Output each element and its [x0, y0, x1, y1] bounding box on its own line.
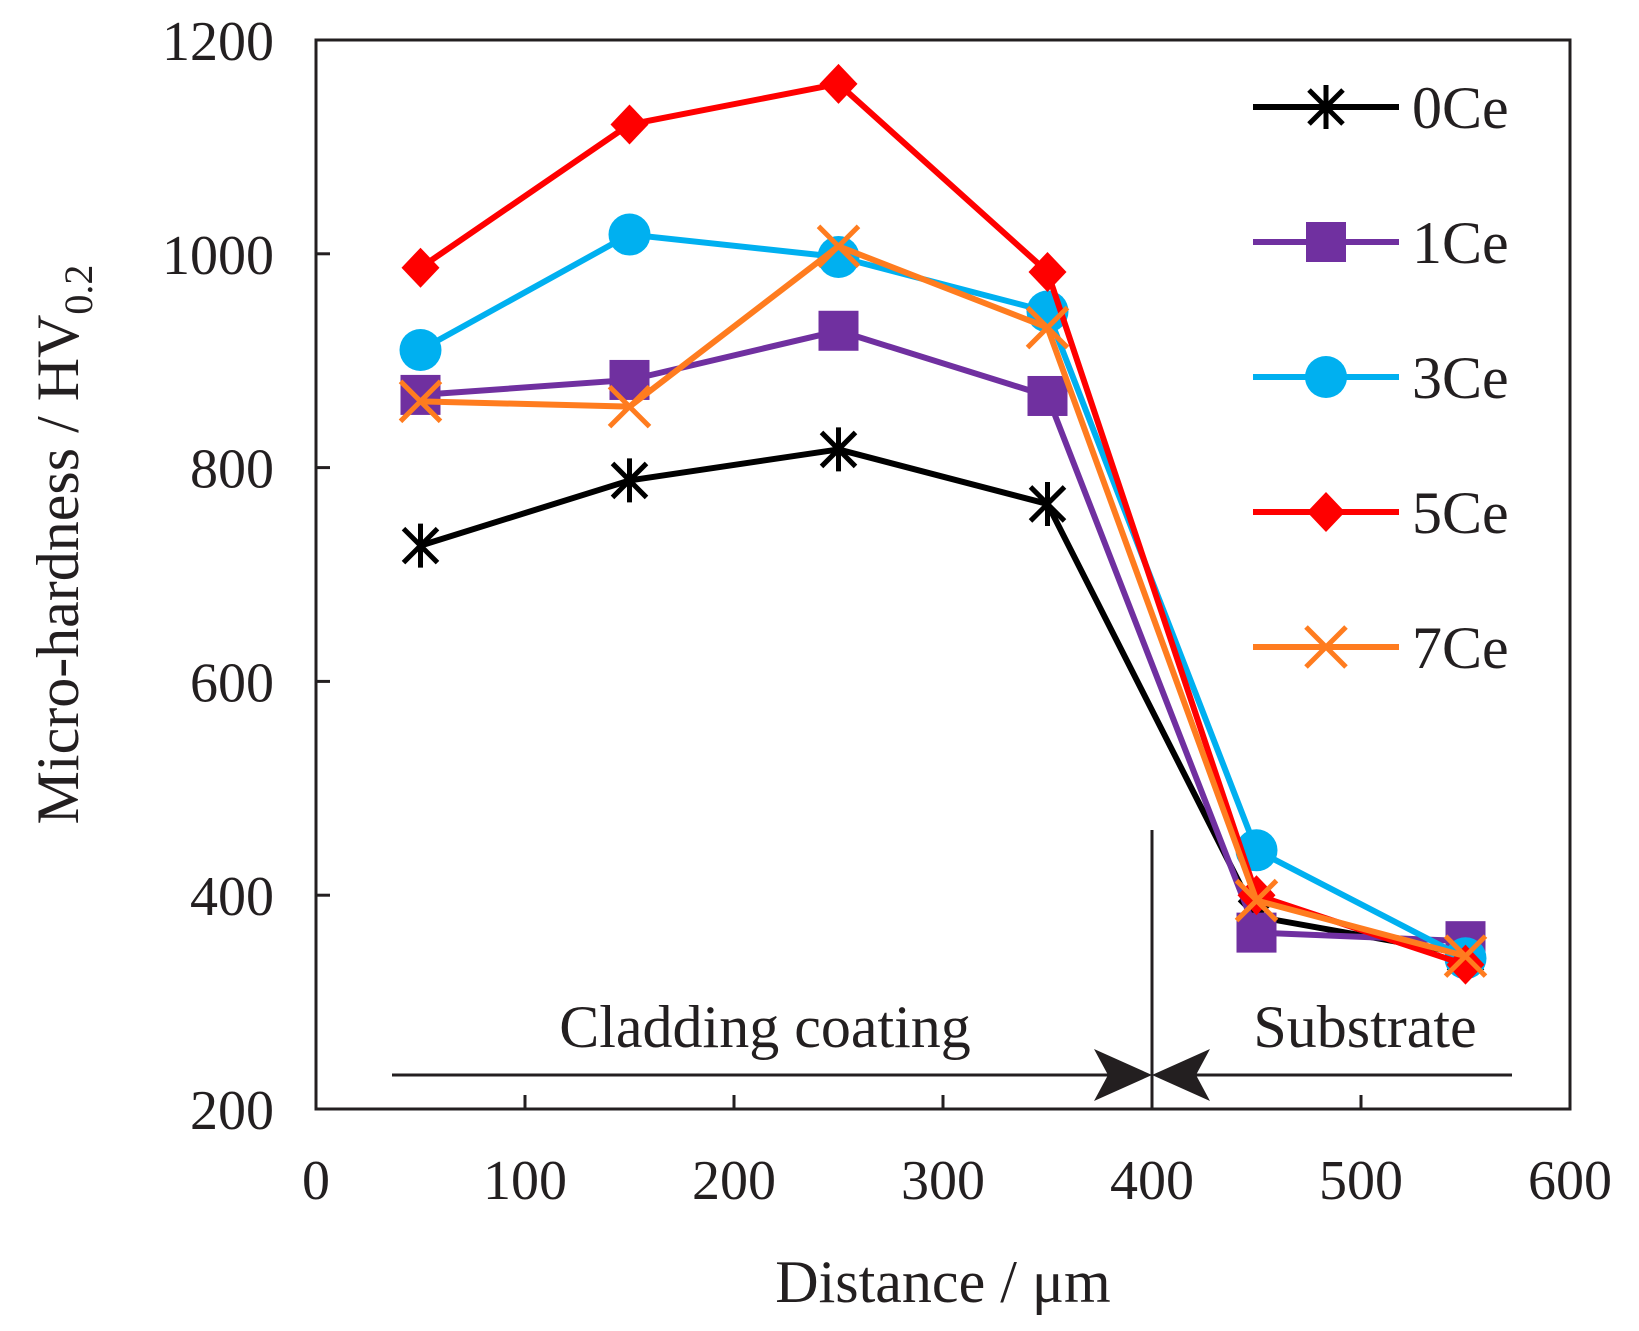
data-point	[1025, 305, 1070, 350]
legend-marker	[1307, 85, 1345, 129]
data-point	[817, 236, 860, 279]
data-point	[816, 224, 861, 269]
legend-marker	[1307, 492, 1345, 532]
x-tick-label: 100	[483, 1150, 567, 1212]
legend-item-1Ce: 1Ce	[1253, 210, 1509, 276]
x-tick-label: 400	[1110, 1150, 1194, 1212]
series-line	[419, 446, 1467, 957]
legend-marker	[1306, 222, 1346, 262]
data-point	[401, 523, 440, 568]
region-annotation: Cladding coating Substrate	[392, 830, 1512, 1101]
data-point	[610, 458, 649, 503]
coating-region-label: Cladding coating	[559, 994, 971, 1060]
data-point	[1236, 912, 1277, 953]
series-line	[420, 327, 1466, 945]
x-axis-title: Distance / μm	[775, 1249, 1110, 1315]
data-point	[1234, 878, 1279, 923]
data-point	[1443, 934, 1488, 978]
data-point	[400, 374, 441, 415]
x-tick-label: 600	[1528, 1150, 1612, 1212]
legend-label: 3Ce	[1412, 345, 1509, 411]
arrow-right-icon	[1094, 1049, 1152, 1101]
legend-item-5Ce: 5Ce	[1253, 480, 1509, 546]
y-axis-title: Micro-hardness / HV0.2	[25, 265, 101, 825]
data-point	[1027, 375, 1068, 416]
x-tick-label: 500	[1319, 1150, 1403, 1212]
legend-label: 5Ce	[1412, 480, 1509, 546]
arrow-left-icon	[1152, 1049, 1210, 1101]
y-tick-label: 1000	[162, 225, 274, 287]
data-point	[607, 384, 652, 429]
legend-item-0Ce: 0Ce	[1253, 75, 1509, 141]
data-point	[1028, 481, 1067, 526]
x-tick-label: 200	[692, 1150, 776, 1212]
x-tick-label: 0	[302, 1150, 330, 1212]
y-tick-label: 1200	[162, 11, 274, 73]
legend-marker	[1305, 356, 1347, 398]
data-point	[819, 427, 858, 472]
y-tick-label: 200	[190, 1080, 274, 1142]
data-point	[608, 213, 651, 256]
legend-marker	[1304, 625, 1348, 669]
legend-label: 7Ce	[1412, 615, 1509, 681]
data-point	[1028, 251, 1067, 292]
data-point	[819, 63, 858, 104]
y-tick-label: 800	[190, 439, 274, 501]
y-tick-label: 400	[190, 866, 274, 928]
series-line	[420, 243, 1467, 960]
legend-label: 0Ce	[1412, 75, 1509, 141]
data-series	[398, 63, 1488, 985]
legend-item-7Ce: 7Ce	[1253, 615, 1509, 681]
series-7Ce	[398, 224, 1488, 978]
substrate-region-label: Substrate	[1253, 994, 1476, 1060]
data-point	[399, 329, 442, 372]
x-tick-label: 300	[901, 1150, 985, 1212]
legend-item-3Ce: 3Ce	[1253, 345, 1509, 411]
axes: 0 100 200 300 400 500 600 200 400 600 800 1000 1200 D…	[25, 11, 1612, 1315]
y-tick-label: 600	[190, 652, 274, 714]
data-point	[401, 247, 440, 288]
legend: 0Ce 1Ce 3Ce 5Ce 7Ce	[1253, 75, 1509, 681]
data-point	[610, 104, 649, 145]
legend-label: 1Ce	[1412, 210, 1509, 276]
data-point	[398, 379, 443, 424]
data-point	[818, 310, 859, 351]
